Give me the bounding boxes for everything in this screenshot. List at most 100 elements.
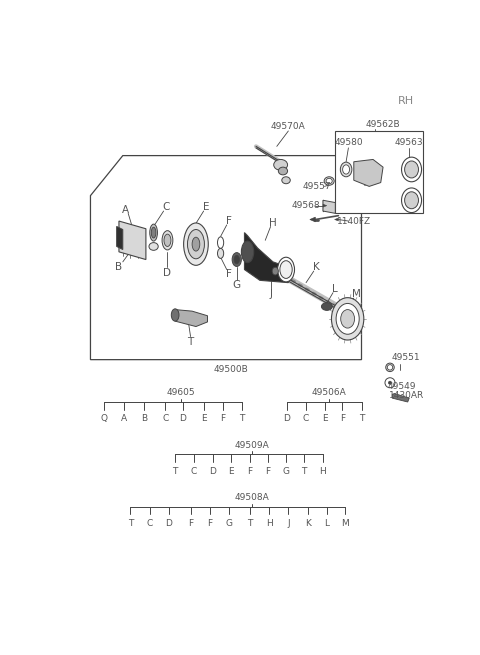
Text: RH: RH [398,96,414,105]
Text: F: F [247,467,252,476]
Text: E: E [203,202,209,212]
Ellipse shape [162,231,173,250]
Text: D: D [166,519,172,528]
Ellipse shape [272,267,278,275]
Ellipse shape [241,241,254,263]
Text: F: F [340,415,345,423]
Ellipse shape [387,365,393,370]
Text: 49562B: 49562B [366,121,400,129]
Text: 49563: 49563 [395,138,423,147]
Text: L: L [333,284,338,294]
Text: B: B [115,262,122,272]
Text: 49549: 49549 [387,382,416,391]
Ellipse shape [278,167,288,175]
Text: E: E [322,415,327,423]
Polygon shape [354,159,383,187]
Text: 1140FZ: 1140FZ [337,217,371,225]
Ellipse shape [232,253,241,267]
Text: C: C [162,415,168,423]
Text: 49557: 49557 [302,182,331,191]
Text: Q: Q [100,415,107,423]
Text: A: A [122,204,130,214]
Ellipse shape [274,159,288,170]
Text: D: D [283,415,290,423]
Text: F: F [226,216,232,226]
Ellipse shape [322,303,332,310]
Ellipse shape [336,303,359,334]
Text: D: D [164,268,171,278]
Ellipse shape [277,257,295,282]
Text: H: H [269,217,277,227]
Ellipse shape [402,188,421,213]
Text: 49506A: 49506A [312,388,347,398]
Text: T: T [187,337,194,347]
Ellipse shape [324,177,334,185]
Polygon shape [335,131,423,214]
Polygon shape [90,156,361,360]
Text: T: T [240,415,245,423]
Text: L: L [324,519,329,528]
Text: E: E [228,467,233,476]
Text: B: B [141,415,147,423]
Text: 49551: 49551 [392,353,420,362]
Text: 49605: 49605 [166,388,195,398]
Text: 49568: 49568 [292,201,320,210]
Ellipse shape [332,297,364,340]
Polygon shape [335,218,338,221]
Text: T: T [128,519,133,528]
Ellipse shape [192,237,200,251]
Text: J: J [287,519,289,528]
Text: 49509A: 49509A [235,441,270,449]
Ellipse shape [280,261,292,278]
Polygon shape [310,217,315,222]
Ellipse shape [340,162,352,177]
Ellipse shape [149,242,158,250]
Ellipse shape [343,165,349,174]
Text: T: T [359,415,364,423]
Text: 1430AR: 1430AR [388,391,424,400]
Text: D: D [180,415,186,423]
Text: H: H [266,519,273,528]
Text: M: M [352,290,360,299]
Text: 49508A: 49508A [235,493,270,502]
Text: F: F [207,519,212,528]
Text: D: D [209,467,216,476]
Polygon shape [323,200,336,214]
Text: G: G [283,467,289,476]
Polygon shape [175,310,207,327]
Ellipse shape [188,229,204,259]
Text: F: F [220,415,226,423]
Polygon shape [119,221,146,259]
Ellipse shape [234,255,240,264]
Text: 49580: 49580 [334,138,363,147]
Text: K: K [313,262,320,272]
Ellipse shape [341,310,355,328]
Ellipse shape [151,227,156,238]
Text: C: C [303,415,309,423]
Text: J: J [269,290,272,299]
Ellipse shape [217,248,224,258]
Text: M: M [341,519,348,528]
Polygon shape [323,204,327,207]
Text: G: G [233,280,241,290]
Text: F: F [265,467,270,476]
Text: T: T [247,519,252,528]
Polygon shape [244,233,288,283]
Ellipse shape [405,161,419,178]
Text: T: T [301,467,306,476]
Ellipse shape [386,363,394,371]
Text: 49500B: 49500B [213,365,248,374]
Text: 49570A: 49570A [271,122,306,131]
Text: F: F [226,269,232,279]
Text: F: F [188,519,193,528]
Text: C: C [162,202,169,212]
Ellipse shape [385,378,395,388]
Ellipse shape [217,237,224,248]
Ellipse shape [282,177,290,183]
Text: H: H [320,467,326,476]
Text: T: T [172,467,178,476]
Ellipse shape [184,223,208,265]
Polygon shape [117,227,123,250]
Ellipse shape [405,192,419,209]
Ellipse shape [326,178,332,183]
